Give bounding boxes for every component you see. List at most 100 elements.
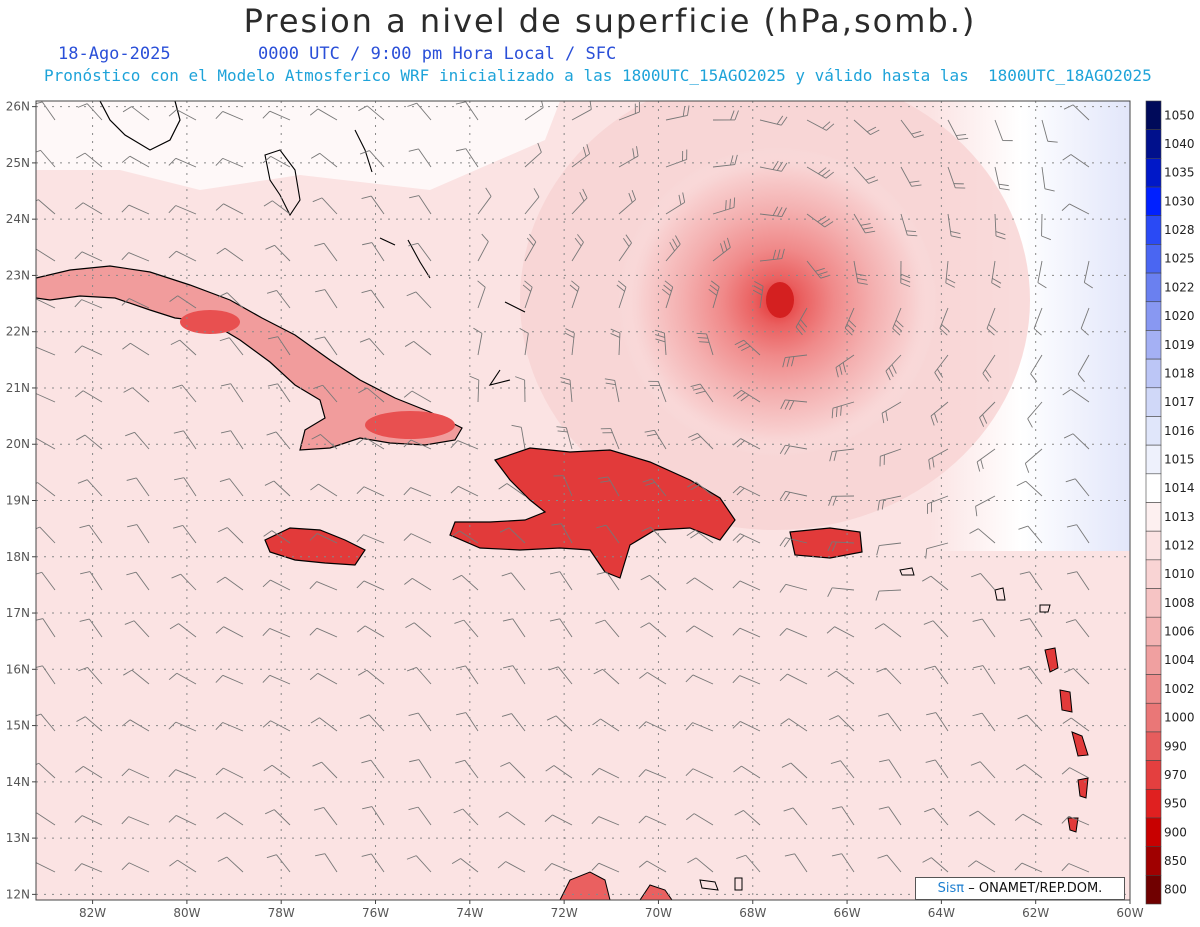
wind-barb-shaft bbox=[806, 119, 827, 131]
wind-barb-shaft bbox=[136, 524, 150, 544]
wind-barb-shaft bbox=[883, 623, 902, 638]
colorbar-label: 1022 bbox=[1164, 280, 1195, 294]
wind-barb-shaft bbox=[743, 339, 761, 356]
wind-barb-shaft bbox=[1083, 260, 1090, 283]
wind-barb-shaft bbox=[180, 573, 197, 591]
wind-barb-shaft bbox=[986, 307, 996, 329]
wind-barb-shaft bbox=[323, 807, 338, 826]
jamaica-island bbox=[264, 527, 366, 566]
storm-eye bbox=[766, 282, 794, 318]
wind-barb-shaft bbox=[840, 760, 855, 779]
colorbar-swatch bbox=[1145, 444, 1162, 475]
wind-barb-shaft bbox=[654, 430, 667, 450]
wind-barb-flag bbox=[695, 390, 706, 395]
wind-barb-shaft bbox=[832, 401, 855, 409]
wind-barb-flag bbox=[548, 666, 559, 671]
wind-barb-flag bbox=[36, 571, 42, 575]
wind-barb-flag bbox=[779, 444, 786, 455]
wind-barb-flag bbox=[216, 247, 226, 255]
wind-barb-flag bbox=[687, 105, 690, 116]
wind-barb-flag bbox=[406, 855, 417, 860]
wind-barb-flag bbox=[732, 438, 741, 446]
wind-barb-flag bbox=[408, 712, 419, 716]
wind-barb-flag bbox=[891, 364, 897, 374]
wind-barb-flag bbox=[945, 282, 955, 288]
wind-barb-flag bbox=[870, 129, 880, 136]
wind-barb-shaft bbox=[853, 213, 866, 234]
colorbar-swatch bbox=[1145, 358, 1162, 389]
wind-barb-flag bbox=[754, 280, 764, 287]
wind-barb-shaft bbox=[316, 627, 338, 638]
wind-barb-flag bbox=[616, 284, 625, 292]
wind-barb-shaft bbox=[36, 437, 56, 450]
wind-barb-flag bbox=[925, 759, 936, 763]
wind-barb-flag bbox=[36, 248, 37, 251]
wind-barb-shaft bbox=[179, 339, 197, 356]
wind-barb-flag bbox=[36, 101, 43, 105]
wind-barb-flag bbox=[309, 108, 319, 116]
wind-barb-flag bbox=[1061, 767, 1070, 775]
wind-barb-shaft bbox=[224, 812, 244, 826]
lat-tick-label: 15N bbox=[6, 719, 30, 733]
wind-barb-flag bbox=[998, 183, 1009, 187]
wind-barb-flag bbox=[511, 424, 522, 428]
wind-barb-shaft bbox=[598, 816, 620, 826]
wind-barb-flag bbox=[780, 399, 786, 410]
wind-barb-flag bbox=[734, 810, 744, 816]
wind-barb-shaft bbox=[645, 721, 667, 732]
north-white-area bbox=[36, 101, 560, 190]
wind-barb-shaft bbox=[853, 119, 871, 135]
wind-barb-shaft bbox=[319, 717, 338, 732]
wind-barb-flag bbox=[77, 103, 88, 108]
wind-barb-flag bbox=[682, 106, 686, 117]
wind-barb-flag bbox=[906, 230, 917, 233]
wind-barb-shaft bbox=[477, 241, 489, 262]
wind-barb-flag bbox=[309, 581, 318, 590]
wind-barb-shaft bbox=[1025, 480, 1043, 497]
wind-barb-flag bbox=[264, 480, 275, 486]
wind-barb-shaft bbox=[741, 765, 761, 779]
wind-barb-flag bbox=[604, 378, 615, 381]
wind-barb-flag bbox=[973, 665, 984, 669]
wind-barb-shaft bbox=[618, 286, 627, 309]
wind-barb-shaft bbox=[277, 336, 291, 356]
wind-barb-flag bbox=[723, 240, 728, 251]
wind-barb-shaft bbox=[712, 164, 735, 168]
wind-barb-flag bbox=[734, 154, 738, 165]
wind-barb-flag bbox=[549, 571, 560, 575]
wind-barb-flag bbox=[827, 541, 833, 552]
colorbar-label: 1002 bbox=[1164, 682, 1195, 696]
wind-barb-shaft bbox=[275, 431, 291, 450]
wind-barb-shaft bbox=[38, 762, 56, 779]
wind-barb-flag bbox=[529, 233, 537, 243]
wind-barb-flag bbox=[699, 341, 710, 343]
wind-barb-flag bbox=[1047, 140, 1058, 143]
wind-barb-shaft bbox=[618, 242, 632, 262]
wind-barb-shaft bbox=[223, 203, 244, 215]
wind-barb-flag bbox=[171, 573, 181, 579]
lon-tick-label: 80W bbox=[173, 906, 200, 920]
colorbar-label: 1017 bbox=[1164, 395, 1195, 409]
wind-barb-shaft bbox=[739, 627, 761, 638]
lat-tick-label: 24N bbox=[6, 212, 30, 226]
wind-barb-flag bbox=[844, 327, 853, 336]
wind-barb-shaft bbox=[321, 197, 338, 215]
wind-barb-shaft bbox=[269, 674, 291, 685]
wind-barb-shaft bbox=[977, 810, 996, 826]
wind-barb-flag bbox=[784, 400, 790, 410]
wind-barb-flag bbox=[565, 328, 575, 334]
wind-barb-shaft bbox=[657, 381, 667, 403]
wind-barb-flag bbox=[314, 336, 325, 340]
wind-barb-flag bbox=[664, 280, 674, 288]
wind-barb-flag bbox=[636, 146, 639, 157]
wind-barb-flag bbox=[217, 292, 228, 298]
wind-barb-flag bbox=[126, 477, 137, 481]
wind-barb-shaft bbox=[975, 495, 996, 507]
colorbar-label: 1012 bbox=[1164, 539, 1195, 553]
wind-barb-flag bbox=[710, 280, 720, 288]
wind-barb-shaft bbox=[129, 719, 150, 732]
wind-barb-shaft bbox=[976, 448, 996, 463]
wind-barb-shaft bbox=[1070, 389, 1090, 403]
wind-barb-flag bbox=[986, 328, 995, 336]
wind-barb-flag bbox=[498, 811, 508, 818]
